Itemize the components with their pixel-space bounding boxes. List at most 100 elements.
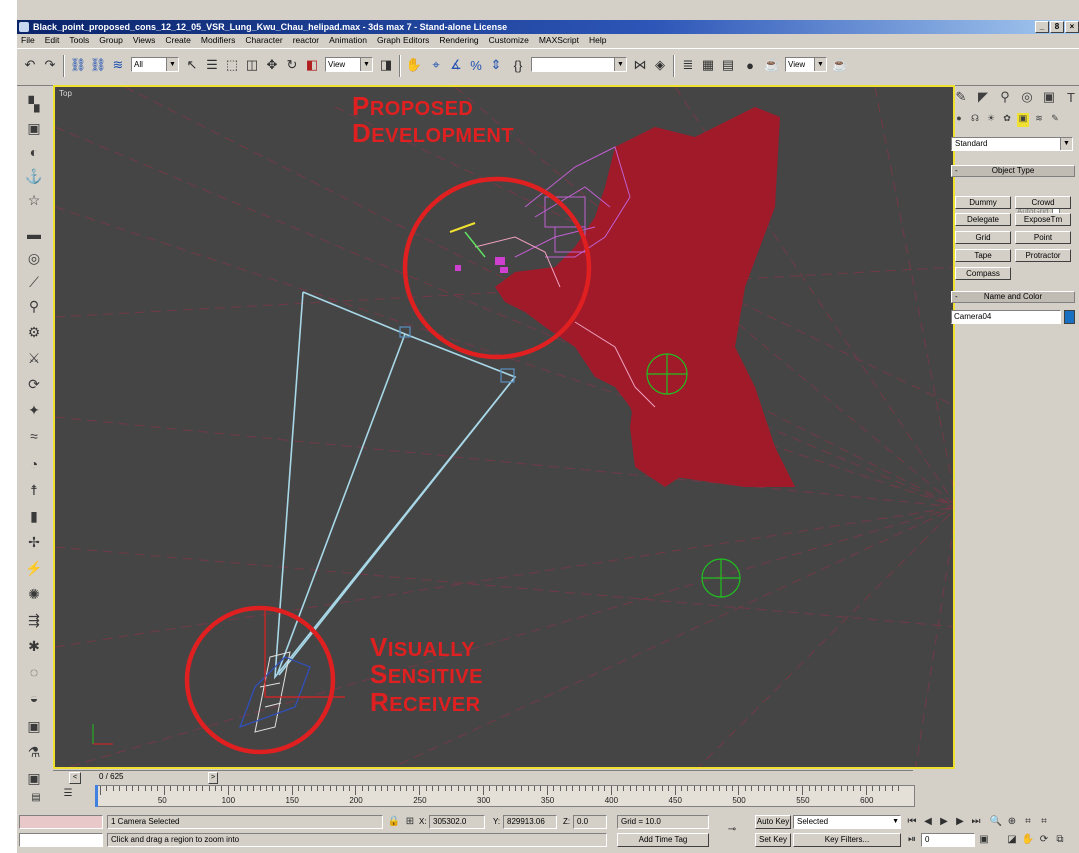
- go-to-start-icon[interactable]: ⏮: [907, 816, 917, 827]
- select-and-rotate-icon[interactable]: ↻: [286, 57, 298, 72]
- render-type-dropdown[interactable]: View ▼: [785, 57, 827, 72]
- time-configuration-icon[interactable]: ▣: [979, 834, 989, 845]
- percent-snap-icon[interactable]: %: [470, 57, 482, 73]
- modify-tab-icon[interactable]: ◤: [978, 89, 988, 104]
- align-icon[interactable]: ◈: [655, 57, 665, 72]
- fan-icon[interactable]: ✢: [28, 533, 40, 550]
- menu-animation[interactable]: Animation: [329, 35, 367, 45]
- tape-button[interactable]: Tape: [955, 249, 1011, 262]
- previous-key-icon[interactable]: ◀: [924, 816, 932, 827]
- menu-edit[interactable]: Edit: [44, 35, 60, 45]
- display-tab-icon[interactable]: ▣: [1042, 89, 1056, 104]
- motion-tab-icon[interactable]: ◎: [1021, 89, 1033, 104]
- menu-file[interactable]: File: [21, 35, 35, 45]
- menu-group[interactable]: Group: [99, 35, 123, 45]
- car-wheel-icon[interactable]: ⟳: [28, 375, 40, 392]
- prismatic-icon[interactable]: ⚔: [27, 349, 41, 366]
- world-icon[interactable]: ✱: [28, 637, 40, 654]
- constraint-solver-icon[interactable]: ◔: [29, 456, 39, 472]
- reactor-rigid-body-icon[interactable]: ▚: [28, 95, 40, 112]
- menu-modifiers[interactable]: Modifiers: [200, 35, 236, 45]
- spring-icon[interactable]: ◎: [27, 249, 41, 266]
- menu-graph-editors[interactable]: Graph Editors: [376, 35, 430, 45]
- window-crossing-icon[interactable]: ◫: [245, 57, 259, 72]
- name-and-color-rollout-header[interactable]: - Name and Color: [951, 291, 1075, 303]
- unlink-selection-icon[interactable]: ⛓: [89, 57, 107, 72]
- hinge-icon[interactable]: ⚲: [28, 297, 40, 314]
- select-and-manipulate-icon[interactable]: ✋: [405, 57, 423, 72]
- cloth-collection-icon[interactable]: ▣: [27, 119, 41, 136]
- lock-selection-icon[interactable]: 🔒: [387, 816, 401, 827]
- angle-snap-icon[interactable]: ∡: [450, 57, 462, 72]
- rectangular-selection-icon[interactable]: ⬚: [225, 57, 239, 72]
- menu-create[interactable]: Create: [165, 35, 191, 45]
- app-icon[interactable]: [19, 22, 29, 32]
- create-tab-icon[interactable]: ✎: [955, 89, 967, 104]
- select-and-move-icon[interactable]: ✥: [266, 57, 278, 72]
- zoom-all-icon[interactable]: ⊕: [1007, 816, 1017, 827]
- deforming-mesh-icon[interactable]: ☆: [27, 191, 41, 208]
- space-warps-icon[interactable]: ≋: [1035, 113, 1043, 123]
- water-icon[interactable]: ≈: [30, 428, 38, 444]
- menu-rendering[interactable]: Rendering: [439, 35, 479, 45]
- systems-icon[interactable]: ✎: [1051, 113, 1059, 123]
- viewport-label[interactable]: Top: [59, 89, 72, 98]
- helpers-icon[interactable]: ▣: [1017, 113, 1029, 127]
- convexity-test-icon[interactable]: ◒: [29, 690, 39, 706]
- delegate-button[interactable]: Delegate: [955, 213, 1011, 226]
- menu-tools[interactable]: Tools: [69, 35, 90, 45]
- z-coordinate-field[interactable]: 0.0: [573, 815, 607, 829]
- bind-to-space-warp-icon[interactable]: ≋: [112, 57, 124, 72]
- set-key-button[interactable]: Set Key: [755, 833, 791, 847]
- select-object-icon[interactable]: ↖: [186, 57, 198, 72]
- mirror-icon[interactable]: ⋈: [633, 57, 647, 72]
- menu-reactor[interactable]: reactor: [292, 35, 320, 45]
- menu-customize[interactable]: Customize: [488, 35, 529, 45]
- lights-icon[interactable]: ☀: [986, 113, 996, 123]
- layer-manager-icon[interactable]: ≣: [682, 57, 694, 72]
- compass-button[interactable]: Compass: [955, 267, 1011, 280]
- mini-curve-editor-icon[interactable]: ▤: [31, 792, 41, 803]
- current-frame-field[interactable]: 0: [921, 833, 975, 847]
- edit-named-selection-icon[interactable]: {}: [513, 57, 523, 73]
- track-bar[interactable]: ▤ ☰ 50 100 150 200 250 300 350 400 450 500 550 600: [17, 785, 917, 809]
- exposetm-button[interactable]: ExposeTm: [1015, 213, 1071, 226]
- orbit-icon[interactable]: ⟳: [1039, 834, 1049, 845]
- zoom-extents-icon[interactable]: ⌗: [1025, 816, 1031, 827]
- fracture-icon[interactable]: ✦: [28, 401, 40, 418]
- helper-category-dropdown[interactable]: Standard ▼: [951, 137, 1073, 151]
- hierarchy-tab-icon[interactable]: ⚲: [1000, 89, 1010, 104]
- maxscript-listener-mini[interactable]: [19, 815, 103, 829]
- dashpot-icon[interactable]: ⟋: [29, 273, 39, 290]
- undo-icon[interactable]: ↶: [24, 57, 36, 72]
- key-mode-toggle-icon[interactable]: ⏯: [908, 834, 916, 845]
- point-button[interactable]: Point: [1015, 231, 1071, 244]
- select-and-scale-icon[interactable]: ◧: [305, 57, 319, 72]
- x-coordinate-field[interactable]: 305302.0: [429, 815, 485, 829]
- go-to-end-icon[interactable]: ⏭: [971, 816, 981, 827]
- plane-icon[interactable]: ▬: [27, 226, 41, 242]
- motor-icon[interactable]: ⚡: [25, 559, 43, 576]
- pan-icon[interactable]: ✋: [1021, 834, 1035, 845]
- create-animation-icon[interactable]: ⚗: [27, 743, 41, 760]
- auto-key-button[interactable]: Auto Key: [755, 815, 791, 829]
- minimize-button[interactable]: _: [1035, 21, 1049, 33]
- reference-coordinate-dropdown[interactable]: View ▼: [325, 57, 373, 72]
- field-of-view-icon[interactable]: ◪: [1007, 834, 1017, 845]
- cameras-icon[interactable]: ✿: [1003, 113, 1011, 123]
- menu-help[interactable]: Help: [588, 35, 607, 45]
- crowd-button[interactable]: Crowd: [1015, 196, 1071, 209]
- quick-render-icon[interactable]: ☕: [831, 57, 849, 72]
- analyze-world-icon[interactable]: ◌: [29, 664, 39, 680]
- play-icon[interactable]: ▶: [940, 816, 948, 827]
- object-name-field[interactable]: Camera04: [951, 310, 1061, 324]
- protractor-button[interactable]: Protractor: [1015, 249, 1071, 262]
- key-icon[interactable]: ⊸: [727, 824, 737, 835]
- snaps-toggle-icon[interactable]: ⌖: [432, 57, 440, 72]
- track-bar-toggle-icon[interactable]: ☰: [63, 788, 73, 799]
- select-and-link-icon[interactable]: ⛓: [69, 57, 87, 72]
- named-selection-sets-dropdown[interactable]: ▼: [531, 57, 627, 72]
- shapes-icon[interactable]: ☊: [971, 113, 979, 123]
- material-editor-icon[interactable]: ●: [746, 57, 754, 73]
- key-filter-select[interactable]: Selected ▼: [793, 815, 901, 829]
